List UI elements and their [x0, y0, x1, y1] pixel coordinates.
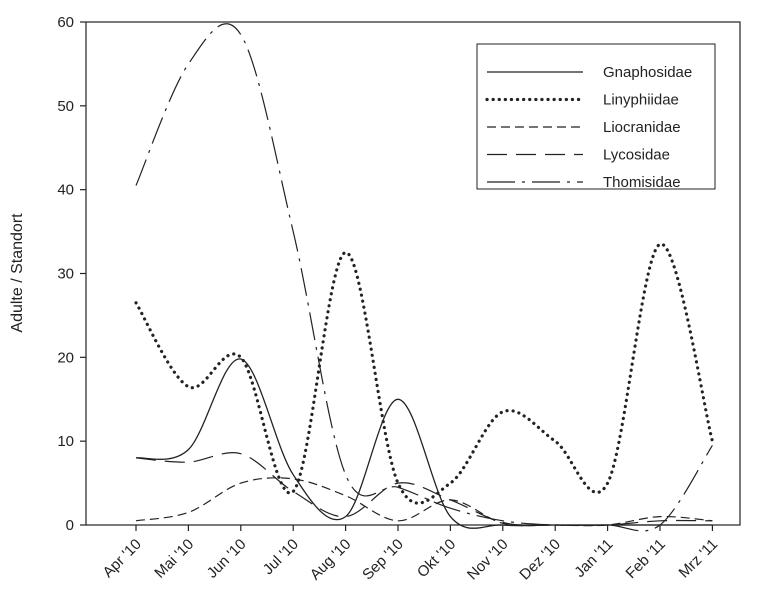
x-tick-label: Jun '10 [204, 536, 250, 582]
x-tick-label: Okt '10 [414, 536, 459, 581]
legend-label-thomisidae: Thomisidae [603, 174, 681, 191]
x-tick-label: Jul '10 [260, 536, 302, 578]
y-tick-label: 30 [57, 266, 74, 283]
y-tick-label: 10 [57, 433, 74, 450]
legend: Gnaphosidae Linyphiidae Liocranidae Lycosid… [476, 43, 716, 191]
y-tick-label: 40 [57, 182, 74, 199]
x-tick-label: Apr '10 [100, 536, 145, 581]
y-tick-label: 20 [57, 349, 74, 366]
x-tick-label: Dez '10 [516, 536, 564, 584]
y-tick-label: 50 [57, 98, 74, 115]
y-tick-label: 0 [66, 517, 74, 534]
series-layer [134, 23, 714, 532]
legend-label-liocranidae: Liocranidae [603, 119, 681, 136]
x-tick-label: Aug '10 [307, 536, 355, 584]
legend-label-gnaphosidae: Gnaphosidae [603, 64, 692, 81]
x-tick-label: Sep '10 [359, 536, 407, 584]
x-tick-label: Jan '11 [571, 536, 616, 581]
series-line-linyphiidae [134, 242, 714, 505]
legend-label-linyphiidae: Linyphiidae [603, 92, 679, 109]
x-tick-label: Nov '10 [464, 536, 512, 584]
x-tick-label: Feb '11 [623, 536, 669, 582]
x-axis: Apr '10 Mai '10 Jun '10 Jul '10 Aug '10 Sep '… [100, 525, 722, 584]
series-line-thomisidae [135, 23, 713, 532]
legend-label-lycosidae: Lycosidae [603, 147, 670, 164]
series-line-gnaphosidae [135, 358, 713, 529]
x-tick-label: Mai '10 [151, 536, 197, 582]
series-line-liocranidae [135, 477, 713, 527]
series-line-lycosidae [135, 452, 713, 527]
legend-box [476, 43, 716, 190]
y-axis-title: Adulte / Standort [9, 213, 26, 333]
x-tick-label: Mrz '11 [676, 536, 722, 582]
y-axis: 0 10 20 30 40 50 60 [57, 14, 86, 534]
y-tick-label: 60 [57, 14, 74, 31]
